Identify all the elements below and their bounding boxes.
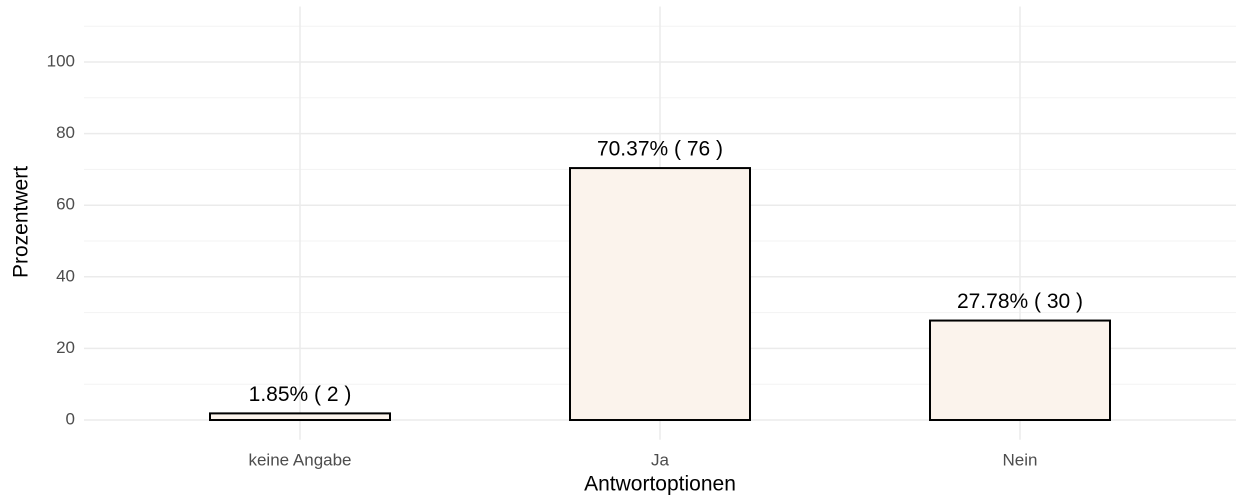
y-axis-title: Prozentwert bbox=[10, 166, 33, 278]
x-tick-label: keine Angabe bbox=[248, 450, 351, 469]
bar bbox=[569, 167, 751, 422]
y-tick-label: 100 bbox=[47, 51, 75, 70]
y-tick-label: 0 bbox=[66, 409, 75, 428]
bar bbox=[209, 412, 391, 422]
y-tick-label: 20 bbox=[56, 338, 75, 357]
value-label: 70.37% ( 76 ) bbox=[597, 138, 723, 161]
x-axis-title: Antwortoptionen bbox=[584, 473, 736, 496]
y-tick-label: 80 bbox=[56, 123, 75, 142]
value-label: 27.78% ( 30 ) bbox=[957, 290, 1083, 313]
bar bbox=[929, 319, 1111, 422]
value-label: 1.85% ( 2 ) bbox=[249, 383, 352, 406]
y-tick-label: 60 bbox=[56, 195, 75, 214]
x-tick-label: Nein bbox=[1003, 450, 1038, 469]
x-tick-label: Ja bbox=[651, 450, 670, 469]
y-tick-label: 40 bbox=[56, 266, 75, 285]
